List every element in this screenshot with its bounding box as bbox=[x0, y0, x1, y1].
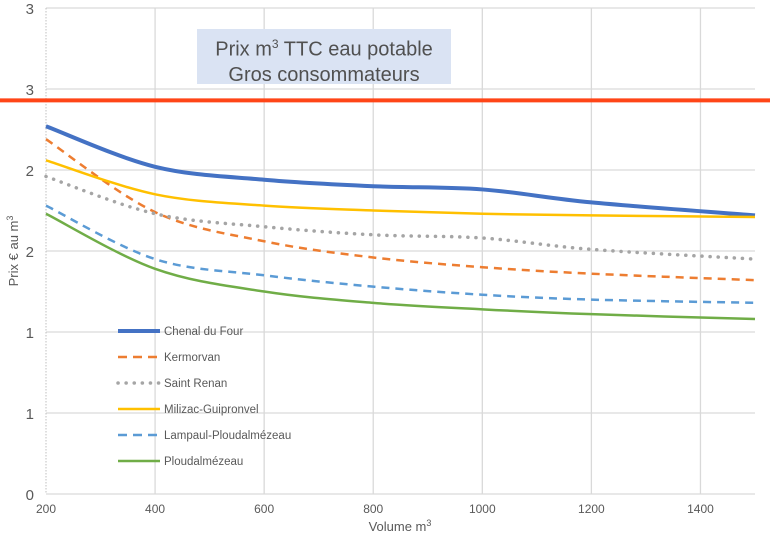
x-tick-label: 800 bbox=[363, 502, 383, 516]
legend-label: Ploudalmézeau bbox=[164, 456, 243, 468]
legend-label: Kermorvan bbox=[164, 352, 220, 364]
y-tick-label: 1 bbox=[26, 406, 34, 423]
y-tick-label: 2 bbox=[26, 163, 34, 180]
title-line-1: Prix m3 TTC eau potable bbox=[215, 37, 433, 61]
y-tick-label: 3 bbox=[26, 82, 34, 99]
x-tick-label: 200 bbox=[36, 502, 56, 516]
legend-label: Chenal du Four bbox=[164, 326, 243, 338]
y-tick-labels: 0 1 1 2 2 3 3 bbox=[26, 1, 34, 504]
y-tick-label: 3 bbox=[26, 1, 34, 18]
legend-label: Saint Renan bbox=[164, 378, 227, 390]
legend-label: Milizac-Guipronvel bbox=[164, 404, 259, 416]
x-tick-label: 400 bbox=[145, 502, 165, 516]
series-lines bbox=[44, 124, 757, 321]
x-tick-label: 1400 bbox=[687, 502, 714, 516]
y-tick-label: 0 bbox=[26, 487, 34, 504]
chart-title: Prix m3 TTC eau potable Gros consommateu… bbox=[197, 29, 451, 86]
series-line-chenal-du-four bbox=[45, 124, 756, 218]
series-line-ploudalm-zeau bbox=[45, 212, 756, 321]
y-axis-label: Prix € au m3 bbox=[5, 216, 21, 287]
x-tick-labels: 200 400 600 800 1000 1200 1400 bbox=[36, 502, 714, 516]
x-tick-label: 1000 bbox=[469, 502, 496, 516]
y-tick-label: 2 bbox=[26, 244, 34, 261]
legend: Chenal du Four Kermorvan Saint Renan Miliza… bbox=[116, 326, 291, 468]
series-line-milizac-guipronvel bbox=[45, 159, 756, 219]
x-tick-label: 1200 bbox=[578, 502, 605, 516]
legend-label: Lampaul-Ploudalmézeau bbox=[164, 430, 291, 442]
y-tick-label: 1 bbox=[26, 325, 34, 342]
grid bbox=[45, 7, 755, 495]
title-line-2: Gros consommateurs bbox=[228, 63, 420, 86]
x-axis-label: Volume m3 bbox=[369, 518, 432, 534]
x-tick-label: 600 bbox=[254, 502, 274, 516]
series-line-kermorvan bbox=[45, 138, 756, 282]
series-line-lampaul-ploudalm-zeau bbox=[45, 204, 756, 305]
